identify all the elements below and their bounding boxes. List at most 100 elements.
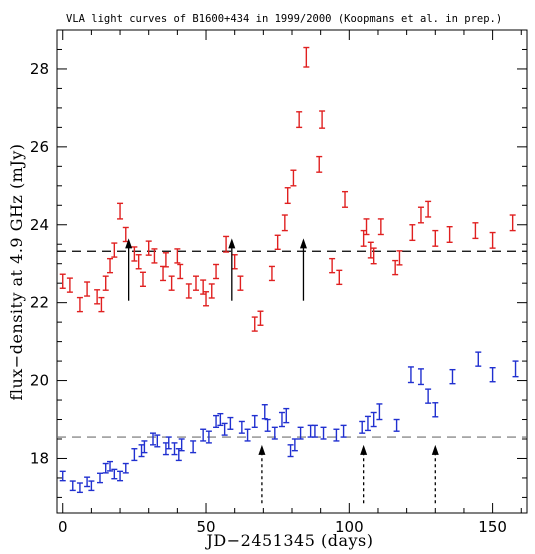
- error-bar-point: [342, 190, 349, 208]
- error-bar-point: [160, 265, 167, 282]
- error-bar-point: [303, 46, 310, 68]
- error-bar-point: [512, 360, 519, 378]
- error-bar-point: [244, 428, 251, 442]
- x-axis-label: JD−2451345 (days): [204, 531, 373, 550]
- error-bar-point: [432, 229, 439, 247]
- y-tick-label: 28: [30, 60, 49, 78]
- error-bar-point: [223, 235, 230, 253]
- error-bar-point: [392, 259, 399, 276]
- error-bar-point: [192, 275, 199, 291]
- error-bar-point: [307, 424, 314, 438]
- error-bar-point: [59, 470, 66, 482]
- error-bar-point: [359, 420, 366, 434]
- error-bar-point: [200, 428, 207, 442]
- error-bar-point: [257, 310, 264, 326]
- error-bar-point: [251, 316, 258, 332]
- error-bar-point: [59, 273, 66, 289]
- error-bar-point: [336, 269, 343, 286]
- error-bar-point: [409, 224, 416, 242]
- error-bar-point: [251, 414, 258, 429]
- error-bar-point: [296, 111, 303, 129]
- error-bar-point: [227, 416, 234, 430]
- dashed-arrow-4: [360, 444, 368, 504]
- error-bar-point: [425, 200, 432, 218]
- error-bar-point: [364, 415, 371, 432]
- error-bar-point: [489, 367, 496, 383]
- error-bar-point: [393, 418, 400, 432]
- error-bar-point: [162, 252, 169, 268]
- series-layer: [59, 46, 519, 494]
- error-bar-point: [131, 246, 138, 262]
- solid-arrow-2: [299, 238, 307, 301]
- error-bar-point: [329, 257, 336, 274]
- error-bar-point: [185, 283, 192, 299]
- solid-arrow-1: [228, 238, 236, 301]
- error-bar-point: [84, 476, 91, 488]
- error-bar-point: [311, 424, 318, 438]
- error-bar-point: [98, 296, 105, 313]
- error-bar-point: [139, 271, 146, 288]
- error-bar-point: [213, 263, 220, 280]
- x-tick-label: 0: [58, 518, 68, 536]
- y-tick-label: 24: [30, 216, 49, 234]
- error-bar-point: [69, 480, 76, 492]
- error-bar-point: [117, 202, 124, 220]
- x-tick-label: 50: [196, 518, 215, 536]
- error-bar-point: [168, 275, 175, 291]
- error-bar-point: [370, 411, 377, 428]
- error-bar-point: [88, 480, 95, 492]
- x-tick-label: 150: [478, 518, 507, 536]
- error-bar-point: [417, 368, 424, 386]
- error-bar-point: [432, 402, 439, 418]
- error-bar-point: [291, 438, 298, 452]
- error-bar-point: [340, 424, 347, 438]
- reference-lines: [57, 250, 527, 438]
- y-axis-label: flux−density at 4.9 GHz (mJy): [7, 143, 26, 400]
- error-bar-point: [217, 412, 224, 427]
- error-bar-point: [177, 263, 184, 280]
- solid-arrow-0: [125, 238, 133, 301]
- error-bar-point: [231, 254, 238, 270]
- error-bar-point: [264, 418, 271, 432]
- error-bar-point: [407, 366, 414, 384]
- error-bar-point: [76, 296, 83, 313]
- error-bar-point: [111, 242, 118, 258]
- error-bar-point: [320, 426, 327, 440]
- error-bar-point: [376, 403, 383, 421]
- error-bar-point: [107, 460, 114, 472]
- major-ticks: [57, 30, 527, 513]
- plot-area: [56, 29, 528, 514]
- error-bar-point: [268, 265, 275, 282]
- error-bar-point: [117, 470, 124, 482]
- error-bar-point: [84, 281, 91, 297]
- y-tick-label: 18: [30, 449, 49, 467]
- y-tick-label: 22: [30, 294, 49, 312]
- error-bar-point: [281, 214, 288, 232]
- error-bar-point: [66, 277, 73, 293]
- error-bar-point: [94, 289, 101, 305]
- error-bar-point: [205, 430, 212, 444]
- series-0: [59, 46, 516, 332]
- error-bar-point: [165, 436, 172, 450]
- error-bar-point: [290, 169, 297, 187]
- error-bar-point: [178, 438, 185, 452]
- error-bar-point: [190, 440, 197, 454]
- arrows-layer: [125, 238, 439, 504]
- error-bar-point: [111, 468, 118, 480]
- series-1: [59, 351, 519, 494]
- tick-labels: 0 50 100 150 18 20 22 24 26 28: [30, 60, 507, 536]
- dashed-arrow-5: [431, 444, 439, 504]
- error-bar-point: [316, 155, 323, 173]
- error-bar-point: [446, 226, 453, 243]
- error-bar-point: [509, 214, 516, 232]
- error-bar-point: [360, 229, 367, 247]
- error-bar-point: [370, 247, 377, 265]
- error-bar-point: [135, 254, 142, 270]
- error-bar-point: [208, 283, 215, 299]
- error-bar-point: [449, 368, 456, 385]
- error-bar-point: [150, 432, 157, 446]
- error-bar-point: [154, 434, 161, 448]
- error-bar-point: [145, 240, 152, 256]
- error-bar-point: [261, 404, 268, 420]
